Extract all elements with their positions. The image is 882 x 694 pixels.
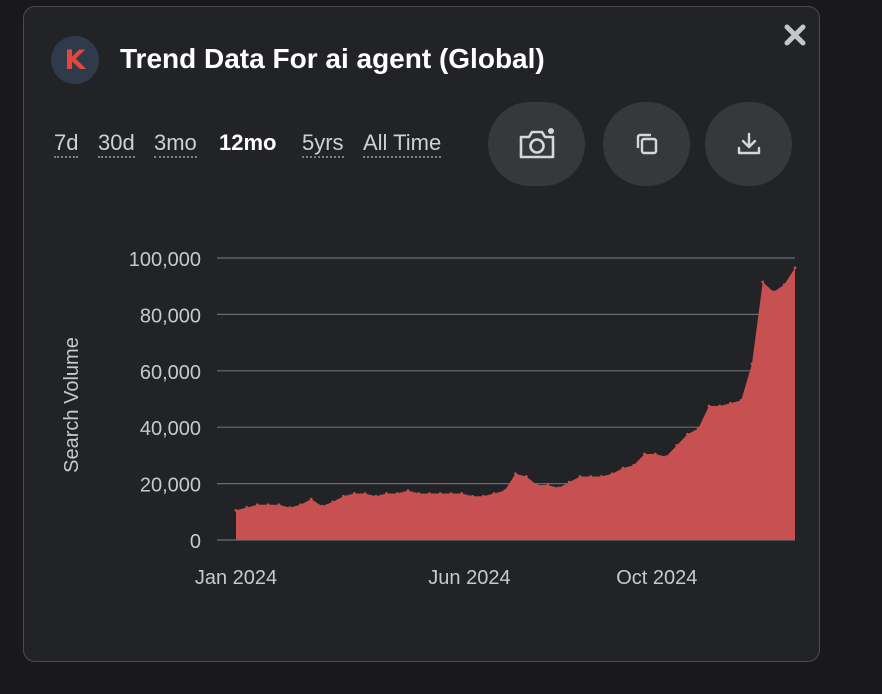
- y-tick-label: 40,000: [140, 418, 201, 440]
- data-point: [352, 492, 356, 495]
- data-point: [664, 455, 668, 459]
- page-title: Trend Data For ai agent (Global): [120, 43, 545, 74]
- data-point: [471, 494, 474, 498]
- trend-chart: 0 20,000 40,000 60,000 80,000 100,000 Jan 2024…: [61, 249, 797, 589]
- data-point: [524, 475, 528, 478]
- data-point: [535, 483, 539, 487]
- data-point: [342, 494, 345, 498]
- data-point: [653, 452, 657, 456]
- x-tick-label: Oct 2024: [616, 567, 697, 589]
- avatar: K: [51, 36, 99, 84]
- data-point: [567, 480, 571, 484]
- data-point: [621, 466, 625, 470]
- data-point: [288, 506, 292, 509]
- data-point: [460, 492, 464, 495]
- data-point: [234, 508, 238, 512]
- x-tick-label: Jan 2024: [195, 567, 277, 589]
- tab-12mo[interactable]: 12mo: [219, 130, 277, 155]
- data-point: [729, 401, 732, 405]
- data-point: [449, 492, 453, 495]
- data-point: [309, 497, 313, 501]
- data-point: [245, 506, 249, 509]
- data-point: [277, 503, 281, 507]
- y-tick-label: 100,000: [129, 249, 201, 271]
- data-point: [718, 404, 722, 408]
- data-point: [299, 503, 302, 507]
- screenshot-button[interactable]: [488, 102, 585, 186]
- y-tick-label: 60,000: [140, 362, 201, 384]
- data-point: [385, 492, 388, 495]
- data-point: [578, 475, 582, 478]
- data-point: [793, 266, 797, 270]
- download-button[interactable]: [705, 102, 792, 186]
- data-point: [417, 492, 421, 495]
- data-point: [438, 492, 442, 495]
- data-point: [557, 486, 560, 490]
- data-point: [772, 290, 775, 294]
- copy-icon: [636, 133, 657, 155]
- trend-panel: K Trend Data For ai agent (Global) 7d 30d…: [23, 6, 820, 662]
- data-point: [739, 399, 743, 402]
- data-point: [363, 492, 367, 495]
- data-point: [395, 492, 399, 495]
- data-point: [503, 489, 507, 493]
- data-point: [696, 427, 700, 431]
- download-icon: [737, 132, 760, 155]
- data-point: [589, 475, 593, 478]
- data-point: [600, 475, 603, 478]
- avatar-letter: K: [64, 44, 86, 76]
- data-point: [610, 472, 614, 476]
- camera-icon: [519, 128, 554, 159]
- data-point: [546, 483, 550, 487]
- data-point: [761, 280, 765, 284]
- y-tick-label: 0: [190, 531, 201, 553]
- data-point: [686, 432, 689, 436]
- y-axis-label: Search Volume: [61, 337, 83, 473]
- data-point: [256, 503, 259, 507]
- y-tick-label: 20,000: [140, 475, 201, 497]
- data-point: [675, 444, 679, 447]
- data-point: [428, 492, 431, 495]
- data-point: [643, 452, 646, 456]
- data-point: [514, 472, 517, 476]
- data-point: [632, 463, 636, 467]
- x-tick-label: Jun 2024: [428, 567, 510, 589]
- data-point: [406, 489, 410, 493]
- tab-all-time[interactable]: All Time: [363, 130, 442, 158]
- tab-3mo[interactable]: 3mo: [154, 130, 197, 158]
- close-icon[interactable]: [781, 21, 809, 49]
- data-point: [707, 404, 711, 408]
- tab-7d[interactable]: 7d: [54, 130, 79, 158]
- data-point: [481, 494, 485, 498]
- tab-30d[interactable]: 30d: [98, 130, 135, 158]
- copy-button[interactable]: [603, 102, 690, 186]
- tab-5yrs[interactable]: 5yrs: [302, 130, 344, 158]
- data-point: [331, 500, 335, 504]
- data-point: [374, 494, 378, 498]
- data-point: [750, 362, 754, 366]
- data-point: [266, 503, 270, 507]
- data-point: [320, 504, 324, 508]
- data-point: [492, 492, 496, 495]
- y-tick-label: 80,000: [140, 305, 201, 327]
- series-area: [236, 267, 795, 540]
- data-point: [782, 283, 786, 287]
